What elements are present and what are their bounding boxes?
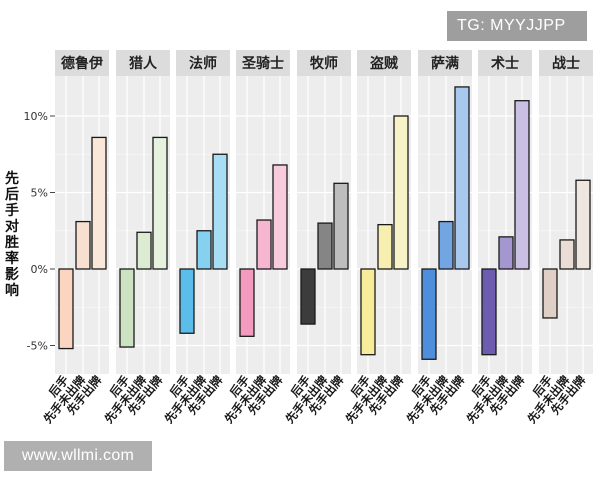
- bar: [152, 136, 168, 270]
- bar: [212, 153, 228, 270]
- bar: [91, 136, 107, 270]
- bar: [119, 268, 135, 348]
- bar: [542, 268, 558, 319]
- bar: [438, 220, 454, 270]
- bar: [300, 268, 316, 325]
- facet-title: 战士: [552, 55, 580, 72]
- bar: [256, 219, 272, 270]
- facet-header: [478, 50, 532, 76]
- facet-header: [55, 50, 109, 76]
- facet-header: [236, 50, 290, 76]
- bar: [196, 230, 212, 270]
- bar: [377, 223, 393, 270]
- facet-header: [116, 50, 170, 76]
- facet-title: 猎人: [129, 55, 158, 72]
- y-tick-label: 0%: [31, 263, 48, 276]
- bar: [454, 86, 470, 270]
- facet-title: 法师: [189, 55, 217, 72]
- watermark-top-right: TG: MYYJJPP: [447, 11, 587, 41]
- facet-header: [297, 50, 351, 76]
- facet-title: 圣骑士: [241, 55, 284, 72]
- bar: [393, 115, 409, 270]
- bar: [75, 220, 91, 270]
- y-tick-label: 10%: [24, 110, 48, 123]
- bar: [239, 268, 255, 337]
- watermark-bottom-left: www.wllmi.com: [4, 441, 152, 471]
- bar: [272, 164, 288, 270]
- bar: [317, 222, 333, 270]
- facet-header: [539, 50, 593, 76]
- bar: [575, 179, 591, 270]
- facet-title: 萨满: [431, 55, 459, 72]
- facet-header: [418, 50, 472, 76]
- bar: [179, 268, 195, 334]
- facet-title: 术士: [491, 55, 519, 72]
- facet-header: [176, 50, 230, 76]
- facet-panels: 德鲁伊后手先手未出牌先手出牌猎人后手先手未出牌先手出牌法师后手先手未出牌先手出牌…: [41, 50, 593, 426]
- facet-header: [357, 50, 411, 76]
- bar: [421, 268, 437, 360]
- bar: [136, 231, 152, 270]
- y-tick-label: 5%: [31, 187, 48, 200]
- y-axis-label: 先后手对胜率影响: [5, 170, 19, 299]
- bar: [333, 182, 349, 270]
- bar: [58, 268, 74, 350]
- bar: [514, 100, 530, 270]
- bar: [481, 268, 497, 356]
- y-tick-label: -5%: [27, 340, 48, 353]
- facet-title: 牧师: [310, 55, 338, 72]
- bar: [360, 268, 376, 356]
- facet-title: 盗贼: [370, 55, 398, 72]
- bar: [559, 239, 575, 270]
- facet-title: 德鲁伊: [61, 55, 103, 72]
- bar: [498, 236, 514, 270]
- y-axis: 10% 5% 0% -5%: [24, 110, 55, 353]
